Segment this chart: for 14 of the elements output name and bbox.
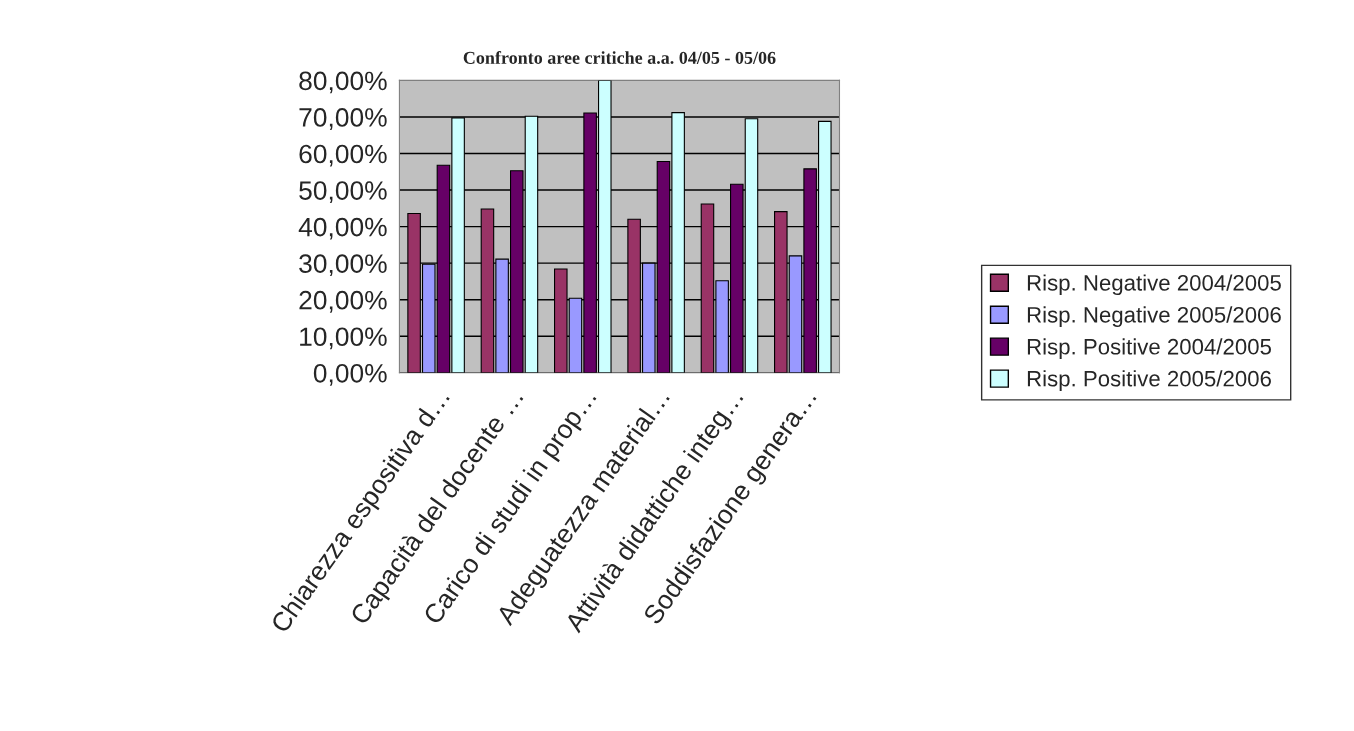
y-tick-label: 60,00% xyxy=(299,144,387,167)
y-tick-label: 10,00% xyxy=(300,327,387,350)
legend-label: Risp. Positive 2004/2005 xyxy=(1027,338,1271,359)
chart-title: Confronto aree critiche a.a. 04/05 - 05/06 xyxy=(463,51,776,64)
legend-label: Risp. Positive 2005/2006 xyxy=(1027,370,1271,391)
y-tick-label: 40,00% xyxy=(298,217,387,240)
legend-label: Risp. Negative 2004/2005 xyxy=(1027,274,1281,296)
y-tick-label: 50,00% xyxy=(299,181,387,203)
y-tick-label: 20,00% xyxy=(299,290,387,313)
y-tick-label: 30,00% xyxy=(299,254,387,277)
y-tick-label: 0,00% xyxy=(313,363,387,386)
y-tick-label: 70,00% xyxy=(299,108,387,130)
y-tick-label: 80,00% xyxy=(299,71,387,94)
legend-label: Risp. Negative 2005/2006 xyxy=(1027,306,1281,328)
